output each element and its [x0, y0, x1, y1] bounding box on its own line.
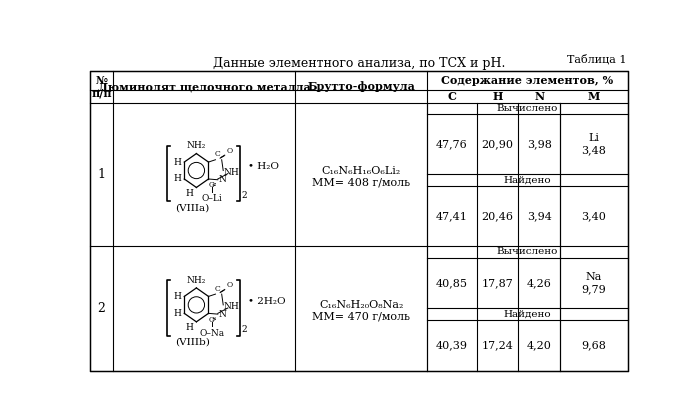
- Text: C₁₆N₆H₁₆O₆Li₂: C₁₆N₆H₁₆O₆Li₂: [321, 165, 400, 176]
- Text: M: M: [588, 91, 600, 102]
- Text: NH: NH: [224, 302, 239, 311]
- Text: NH₂: NH₂: [187, 142, 206, 150]
- Text: 40,85: 40,85: [435, 278, 468, 288]
- Text: Таблица 1: Таблица 1: [568, 54, 627, 65]
- Text: C: C: [215, 285, 220, 293]
- Text: (VIIIb): (VIIIb): [175, 338, 210, 347]
- Text: Данные элементного анализа, по ТСХ и pH.: Данные элементного анализа, по ТСХ и pH.: [213, 57, 505, 70]
- Text: Li
3,48: Li 3,48: [582, 133, 606, 155]
- Text: Содержание элементов, %: Содержание элементов, %: [441, 75, 613, 87]
- Text: 20,90: 20,90: [482, 139, 514, 149]
- Text: C: C: [209, 315, 214, 323]
- Text: H: H: [186, 323, 193, 332]
- Text: Люминолят щелочного металла: Люминолят щелочного металла: [98, 81, 311, 92]
- Text: 3,98: 3,98: [527, 139, 552, 149]
- Text: 47,76: 47,76: [436, 139, 468, 149]
- Text: C: C: [209, 181, 214, 189]
- Text: MM= 408 г/моль: MM= 408 г/моль: [312, 177, 410, 187]
- Text: 47,41: 47,41: [436, 211, 468, 221]
- Text: 4,26: 4,26: [527, 278, 552, 288]
- Text: №
п/п: № п/п: [91, 75, 112, 99]
- Text: Вычислено: Вычислено: [496, 104, 558, 113]
- Text: • H₂O: • H₂O: [248, 162, 279, 171]
- Text: N: N: [534, 91, 545, 102]
- Text: H: H: [186, 189, 193, 198]
- Text: 2: 2: [97, 302, 106, 315]
- Text: NH: NH: [224, 168, 239, 176]
- Text: 17,24: 17,24: [482, 341, 513, 351]
- Text: O: O: [226, 147, 232, 155]
- Text: NH₂: NH₂: [187, 276, 206, 285]
- Text: Найдено: Найдено: [503, 175, 551, 184]
- Text: H: H: [174, 158, 181, 167]
- Text: MM= 470 г/моль: MM= 470 г/моль: [312, 312, 410, 321]
- Text: Na
9,79: Na 9,79: [582, 272, 606, 294]
- Text: Вычислено: Вычислено: [496, 247, 558, 256]
- Text: 2: 2: [241, 325, 247, 334]
- Text: C: C: [447, 91, 456, 102]
- Text: 3,94: 3,94: [527, 211, 552, 221]
- Text: H: H: [174, 292, 181, 301]
- Text: C: C: [215, 150, 220, 158]
- Text: H: H: [174, 309, 181, 318]
- Text: 9,68: 9,68: [582, 341, 606, 351]
- Text: 2: 2: [241, 191, 247, 200]
- Text: O–Li: O–Li: [201, 194, 222, 203]
- Text: H: H: [492, 91, 503, 102]
- Text: • 2H₂O: • 2H₂O: [248, 297, 285, 305]
- Text: 40,39: 40,39: [435, 341, 468, 351]
- Text: 1: 1: [97, 168, 106, 181]
- Text: O–Na: O–Na: [199, 329, 224, 338]
- Text: C₁₆N₆H₂₀O₈Na₂: C₁₆N₆H₂₀O₈Na₂: [319, 300, 403, 310]
- Text: 20,46: 20,46: [482, 211, 514, 221]
- Text: 3,40: 3,40: [582, 211, 606, 221]
- Text: 17,87: 17,87: [482, 278, 513, 288]
- Text: O: O: [226, 281, 232, 289]
- Text: Брутто-формула: Брутто-формула: [307, 81, 415, 92]
- Text: Найдено: Найдено: [503, 310, 551, 319]
- Text: H: H: [174, 174, 181, 184]
- Text: (VIIIa): (VIIIa): [176, 204, 209, 213]
- Text: 4,20: 4,20: [527, 341, 552, 351]
- Text: N: N: [218, 310, 226, 319]
- Text: N: N: [218, 175, 226, 184]
